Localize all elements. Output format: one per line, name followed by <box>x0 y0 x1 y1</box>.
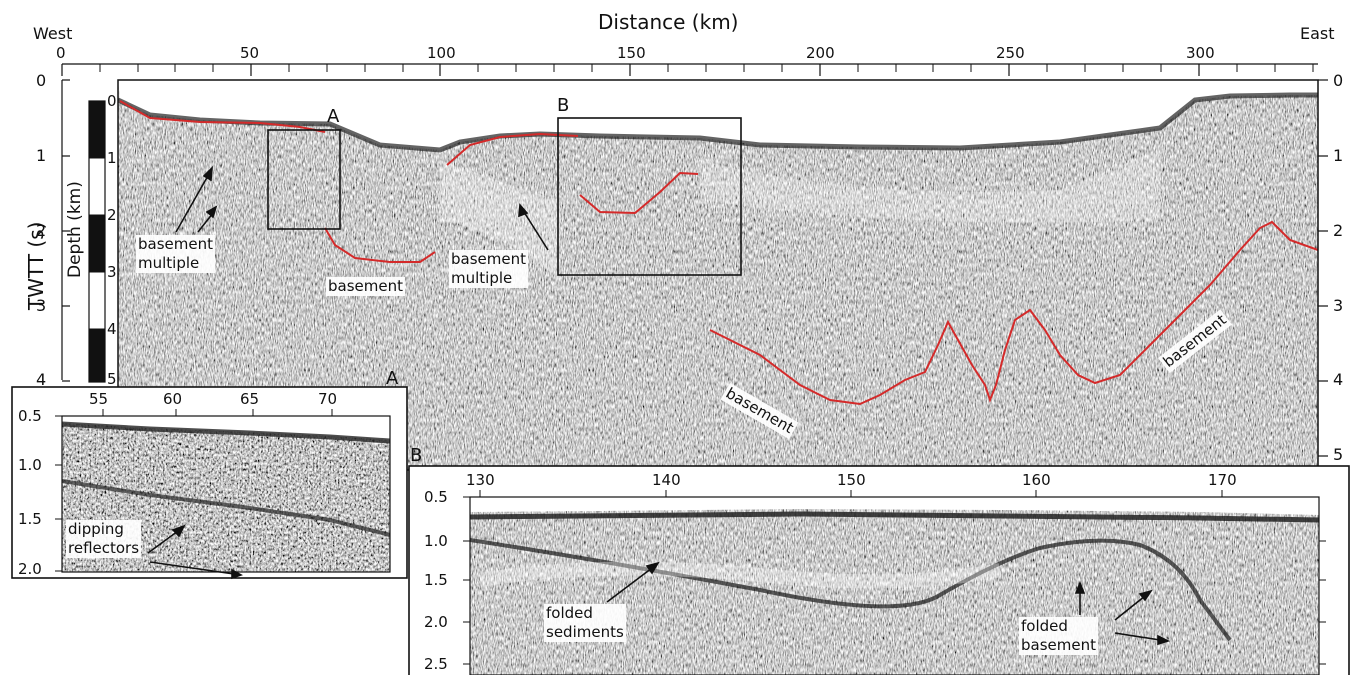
inset-a-y-tick: 1.0 <box>18 456 42 474</box>
depth-tick-label: 0 <box>107 92 117 110</box>
inset-a-x-tick: 60 <box>163 390 183 408</box>
box-b <box>557 117 742 276</box>
twtt-tick-label: 4 <box>36 370 47 389</box>
twtt-tick-label-right: 1 <box>1333 146 1344 165</box>
inset-a-x-tick: 65 <box>240 390 260 408</box>
inset-b-x-tick: 130 <box>466 471 495 489</box>
inset-b-y-tick: 2.0 <box>424 613 448 631</box>
inset-a-y-tick: 2.0 <box>18 560 42 578</box>
distance-tick-label: 0 <box>56 44 66 62</box>
box-b-label: B <box>557 95 570 116</box>
distance-tick-label: 250 <box>996 44 1025 62</box>
inset-b-y-tick: 1.5 <box>424 571 448 589</box>
annotation-arrows <box>175 165 549 251</box>
twtt-tick-label: 2 <box>36 221 47 240</box>
inset-b-y-tick: 0.5 <box>424 488 448 506</box>
annotation-basement-multiple: basement multiple <box>449 250 528 288</box>
inset-b <box>408 465 1350 675</box>
right-twtt-axis <box>1318 79 1328 457</box>
inset-b-x-tick: 170 <box>1208 471 1237 489</box>
annotation-basement-multiple: basement multiple <box>136 235 215 273</box>
twtt-tick-label: 1 <box>36 146 47 165</box>
depth-tick-label: 4 <box>107 320 117 338</box>
inset-b-x-tick: 160 <box>1022 471 1051 489</box>
inset-b-y-tick: 1.0 <box>424 532 448 550</box>
top-axis-ticks <box>61 63 1318 76</box>
distance-tick-label: 150 <box>617 44 646 62</box>
inset-a-label: A <box>386 368 399 389</box>
depth-axis-title: Depth (km) <box>65 181 85 278</box>
twtt-tick-label: 3 <box>36 296 47 315</box>
twtt-tick-label-right: 0 <box>1333 71 1344 90</box>
inset-b-y-tick: 2.5 <box>424 655 448 673</box>
distance-axis-title: Distance (km) <box>598 10 739 34</box>
distance-tick-label: 100 <box>427 44 456 62</box>
box-a <box>267 129 341 230</box>
inset-a-x-tick: 55 <box>89 390 109 408</box>
depth-tick-label: 3 <box>107 263 117 281</box>
distance-tick-label: 200 <box>806 44 835 62</box>
distance-tick-label: 300 <box>1186 44 1215 62</box>
twtt-tick-label-right: 5 <box>1333 445 1344 464</box>
twtt-tick-label-right: 3 <box>1333 296 1344 315</box>
annotation-folded-basement: folded basement <box>1019 617 1098 655</box>
annotation-dipping-reflectors: dipping reflectors <box>66 520 142 558</box>
inset-a-y-tick: 0.5 <box>18 407 42 425</box>
left-twtt-axis <box>61 79 70 382</box>
depth-scale-bar <box>88 100 106 383</box>
twtt-tick-label-right: 4 <box>1333 370 1344 389</box>
east-label: East <box>1300 24 1335 43</box>
twtt-tick-label: 0 <box>36 71 47 90</box>
inset-b-x-tick: 150 <box>837 471 866 489</box>
annotation-basement: basement <box>326 277 405 296</box>
distance-tick-label: 50 <box>240 44 260 62</box>
inset-a-x-tick: 70 <box>318 390 338 408</box>
twtt-tick-label-right: 2 <box>1333 221 1344 240</box>
box-a-label: A <box>327 106 340 127</box>
west-label: West <box>33 24 73 43</box>
inset-a-y-tick: 1.5 <box>18 510 42 528</box>
twtt-axis-title: TWTT (s) <box>24 222 48 311</box>
depth-tick-label: 5 <box>107 370 117 388</box>
annotation-folded-sediments: folded sediments <box>544 604 626 642</box>
depth-tick-label: 1 <box>107 149 117 167</box>
basement-lines <box>119 100 1319 406</box>
depth-tick-label: 2 <box>107 206 117 224</box>
inset-b-x-tick: 140 <box>652 471 681 489</box>
inset-b-label: B <box>410 445 423 466</box>
top-axis-minor-ticks <box>99 64 1314 72</box>
